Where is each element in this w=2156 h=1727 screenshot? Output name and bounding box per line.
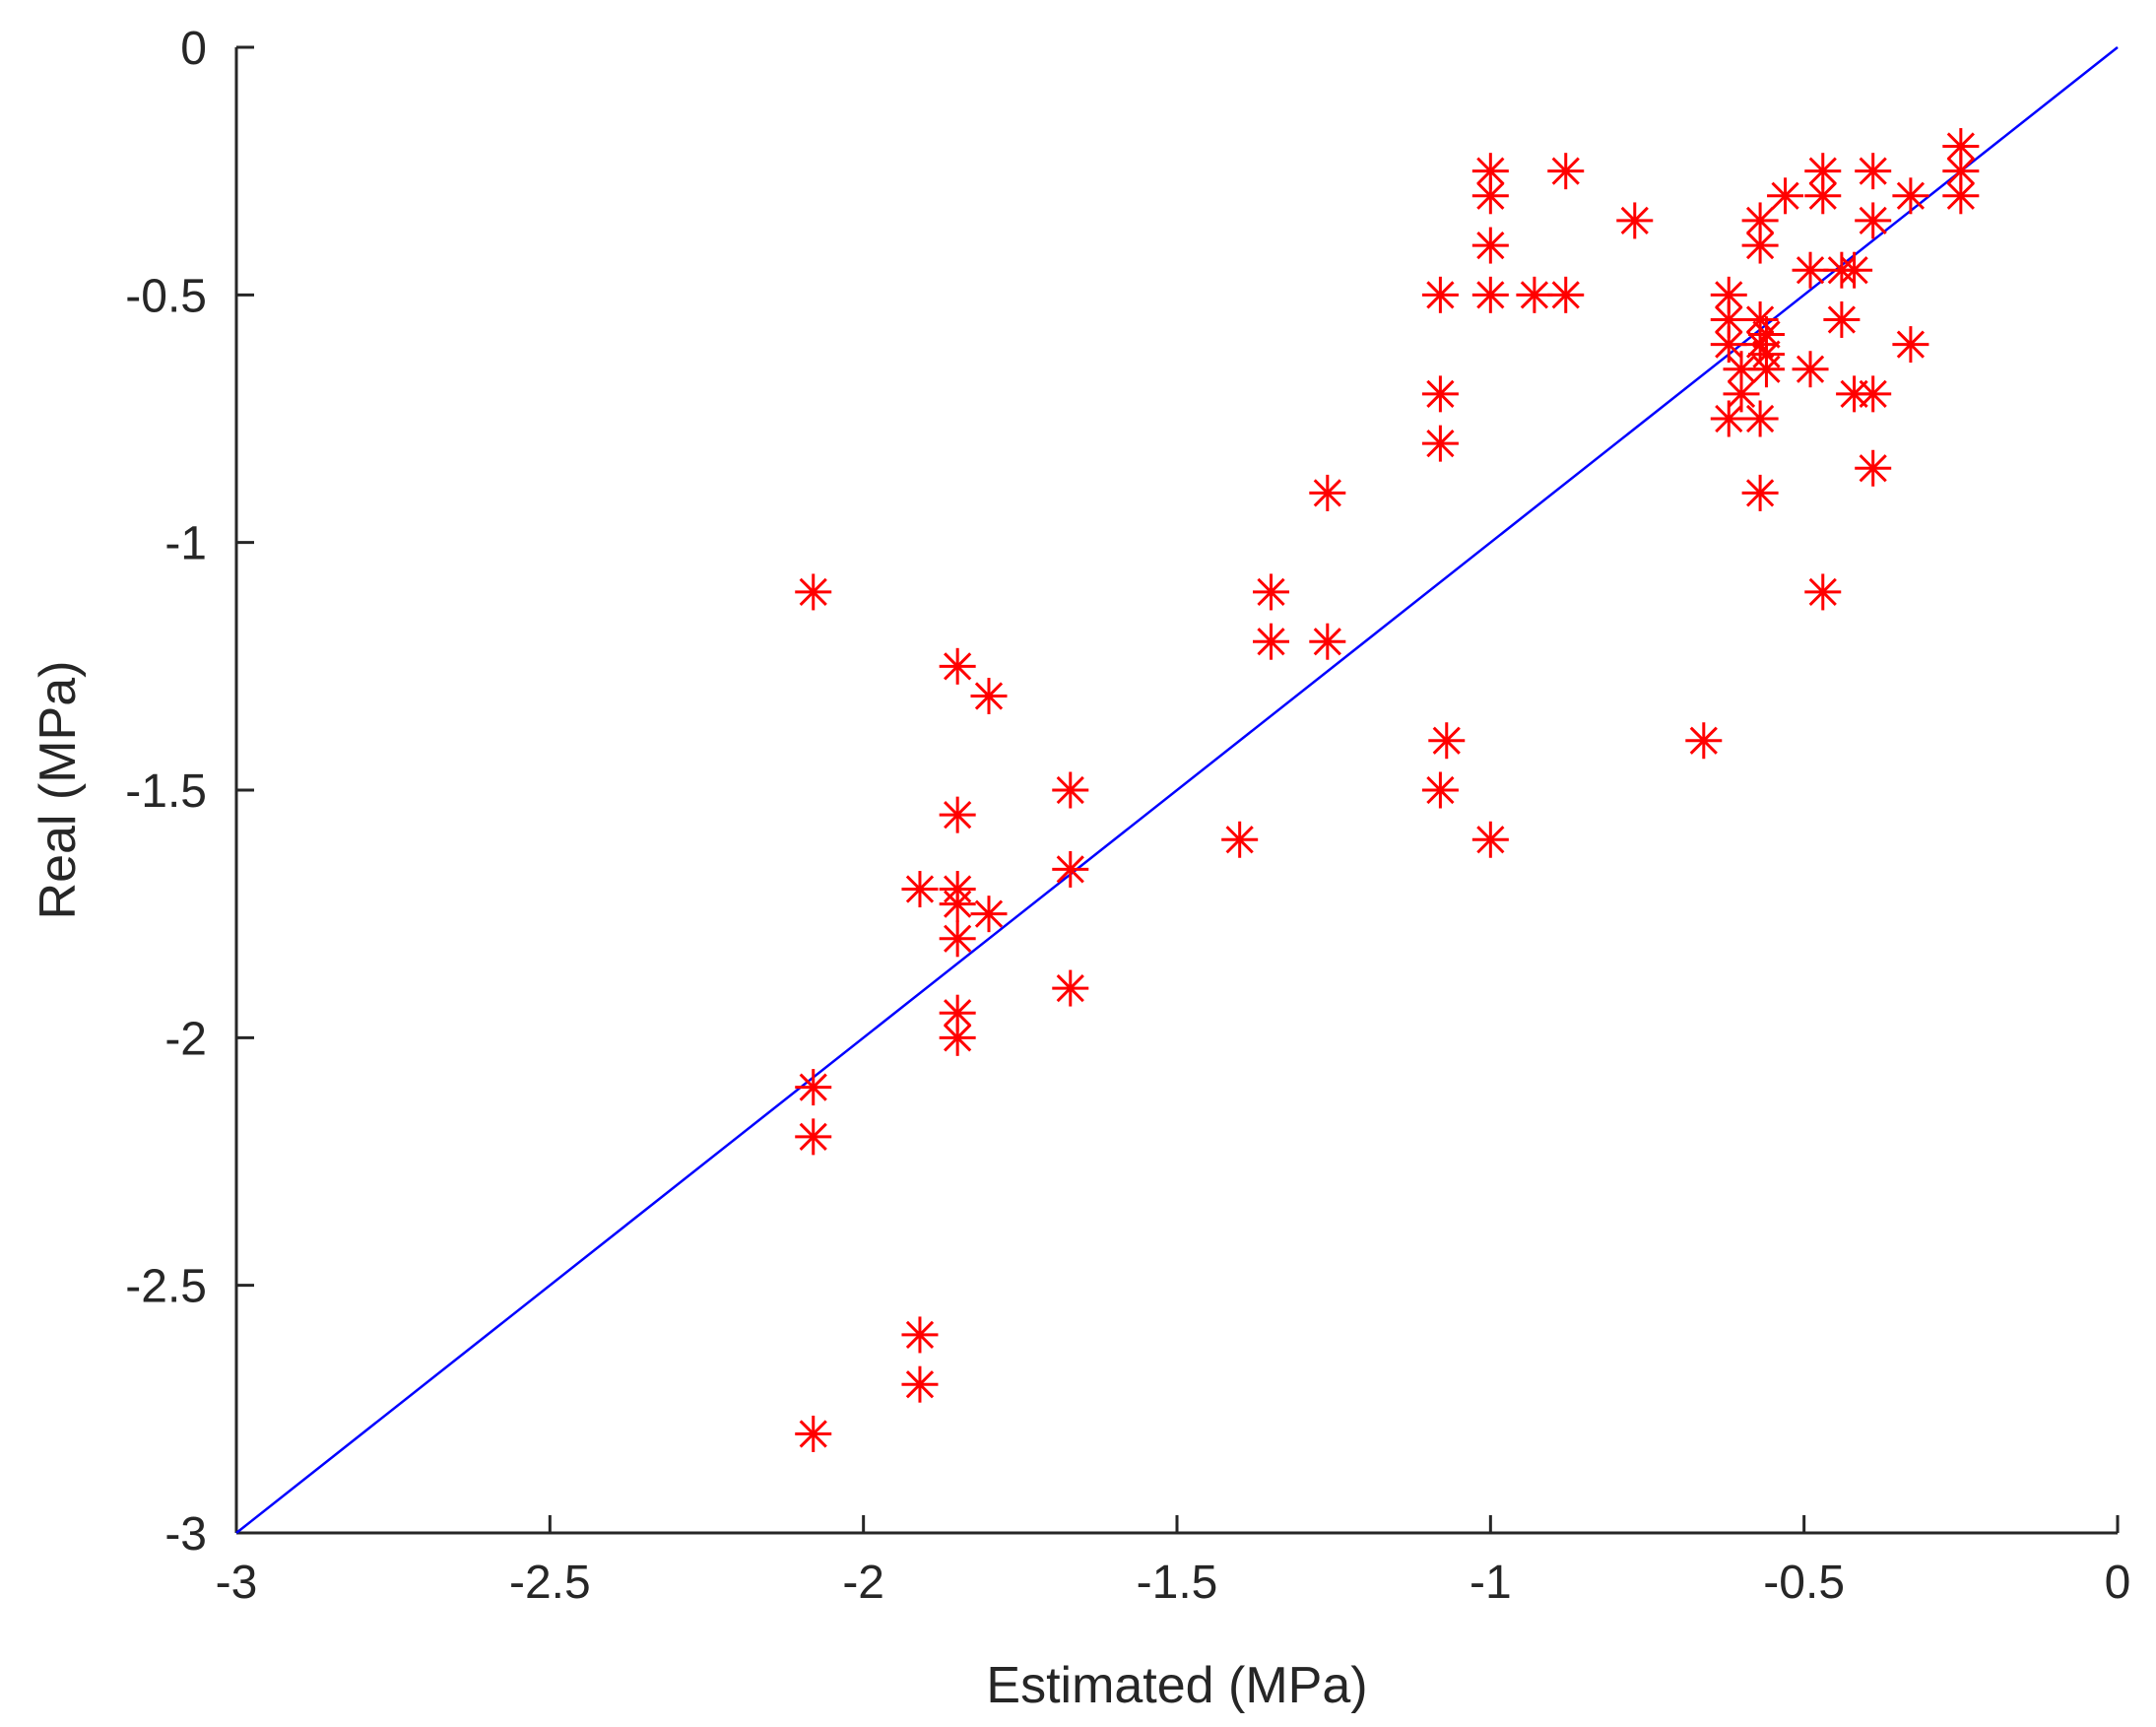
x-tick-label: -2.5	[509, 1557, 591, 1609]
data-point	[970, 677, 1008, 714]
plot-area: -3 -2.5 -2 -1.5 -1 -0.5 0 -3 -2.5 -2 -1.5 -1 -0.5 0	[125, 23, 2130, 1609]
data-point	[1253, 573, 1289, 611]
x-tick-label: 0	[2105, 1557, 2131, 1609]
data-point	[1710, 326, 1747, 364]
data-point	[1942, 177, 1980, 215]
data-point	[1471, 227, 1509, 264]
data-point	[795, 1069, 832, 1106]
x-tick-label: -3	[216, 1557, 258, 1609]
data-point	[1855, 153, 1892, 190]
data-point	[1747, 351, 1785, 388]
y-tick-label: -2.5	[125, 1261, 207, 1313]
data-point	[901, 1365, 939, 1403]
data-point	[1741, 400, 1779, 437]
data-point	[1942, 153, 1980, 190]
data-point	[1309, 474, 1346, 511]
data-point	[1421, 771, 1459, 809]
data-point	[1710, 276, 1747, 313]
data-point	[1428, 722, 1466, 760]
data-point	[1052, 969, 1089, 1007]
y-tick-label: -0.5	[125, 270, 207, 322]
data-point	[1710, 400, 1747, 437]
data-point	[939, 647, 976, 685]
data-point	[1723, 375, 1760, 413]
y-axis-ticks: -3 -2.5 -2 -1.5 -1 -0.5 0	[125, 23, 254, 1561]
data-point	[1747, 316, 1785, 354]
y-tick-label: -2	[164, 1013, 207, 1065]
data-point	[1547, 153, 1585, 190]
data-point	[1792, 351, 1829, 388]
data-point	[1547, 276, 1585, 313]
data-point	[1804, 177, 1842, 215]
data-point	[1741, 474, 1779, 511]
data-point	[939, 1019, 976, 1056]
data-point	[1892, 326, 1929, 364]
data-point	[939, 886, 976, 923]
data-point	[1516, 276, 1553, 313]
data-markers	[795, 128, 1980, 1452]
data-point	[1471, 821, 1509, 858]
data-point	[1685, 722, 1723, 760]
data-point	[1767, 177, 1804, 215]
data-point	[939, 796, 976, 833]
x-axis-label: Estimated (MPa)	[986, 1657, 1367, 1714]
data-point	[1823, 300, 1861, 338]
data-point	[795, 1118, 832, 1156]
data-point	[1421, 276, 1459, 313]
data-point	[795, 573, 832, 611]
data-point	[1471, 276, 1509, 313]
data-point	[901, 1316, 939, 1354]
data-point	[1804, 573, 1842, 611]
data-point	[1421, 425, 1459, 462]
y-tick-label: 0	[180, 23, 207, 75]
data-point	[1741, 227, 1779, 264]
data-point	[1221, 821, 1259, 858]
data-point	[1309, 623, 1346, 660]
data-point	[795, 1415, 832, 1452]
data-point	[1741, 326, 1779, 364]
data-point	[1855, 375, 1892, 413]
data-point	[1792, 251, 1829, 289]
data-point	[1855, 449, 1892, 487]
y-axis-label: Real (MPa)	[30, 661, 87, 920]
x-tick-label: -0.5	[1763, 1557, 1845, 1609]
x-tick-label: -1.5	[1137, 1557, 1218, 1609]
x-axis-ticks: -3 -2.5 -2 -1.5 -1 -0.5 0	[216, 1515, 2131, 1609]
data-point	[1855, 202, 1892, 239]
data-point	[1421, 375, 1459, 413]
data-point	[1836, 251, 1873, 289]
x-tick-label: -1	[1470, 1557, 1512, 1609]
data-point	[1892, 177, 1929, 215]
y-tick-label: -1	[164, 518, 207, 570]
data-point	[1471, 177, 1509, 215]
data-point	[1942, 128, 1980, 166]
data-point	[1052, 771, 1089, 809]
data-point	[1052, 850, 1089, 888]
data-point	[970, 896, 1008, 933]
x-tick-label: -2	[842, 1557, 884, 1609]
data-point	[1253, 623, 1289, 660]
data-point	[901, 871, 939, 908]
reference-line	[235, 46, 2119, 1534]
data-point	[939, 920, 976, 958]
y-tick-label: -1.5	[125, 765, 207, 818]
y-tick-label: -3	[164, 1508, 207, 1561]
data-point	[1616, 202, 1654, 239]
